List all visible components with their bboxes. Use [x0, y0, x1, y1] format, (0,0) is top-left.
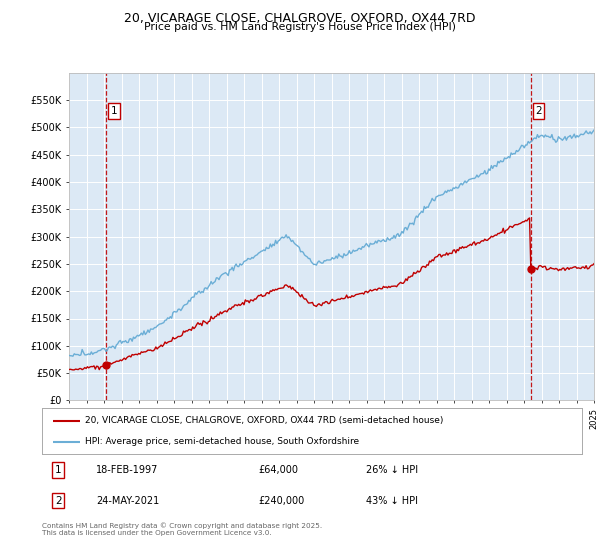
Text: £64,000: £64,000 — [258, 465, 298, 475]
Text: 24-MAY-2021: 24-MAY-2021 — [96, 496, 159, 506]
Text: Contains HM Land Registry data © Crown copyright and database right 2025.
This d: Contains HM Land Registry data © Crown c… — [42, 522, 322, 535]
Text: 2: 2 — [55, 496, 62, 506]
Text: HPI: Average price, semi-detached house, South Oxfordshire: HPI: Average price, semi-detached house,… — [85, 437, 359, 446]
Text: 43% ↓ HPI: 43% ↓ HPI — [366, 496, 418, 506]
Text: 1: 1 — [55, 465, 62, 475]
Text: 1: 1 — [110, 106, 117, 116]
Text: 2: 2 — [535, 106, 542, 116]
Text: £240,000: £240,000 — [258, 496, 304, 506]
Text: 20, VICARAGE CLOSE, CHALGROVE, OXFORD, OX44 7RD: 20, VICARAGE CLOSE, CHALGROVE, OXFORD, O… — [124, 12, 476, 25]
Text: Price paid vs. HM Land Registry's House Price Index (HPI): Price paid vs. HM Land Registry's House … — [144, 22, 456, 32]
Text: 26% ↓ HPI: 26% ↓ HPI — [366, 465, 418, 475]
Text: 18-FEB-1997: 18-FEB-1997 — [96, 465, 158, 475]
Text: 20, VICARAGE CLOSE, CHALGROVE, OXFORD, OX44 7RD (semi-detached house): 20, VICARAGE CLOSE, CHALGROVE, OXFORD, O… — [85, 416, 443, 425]
